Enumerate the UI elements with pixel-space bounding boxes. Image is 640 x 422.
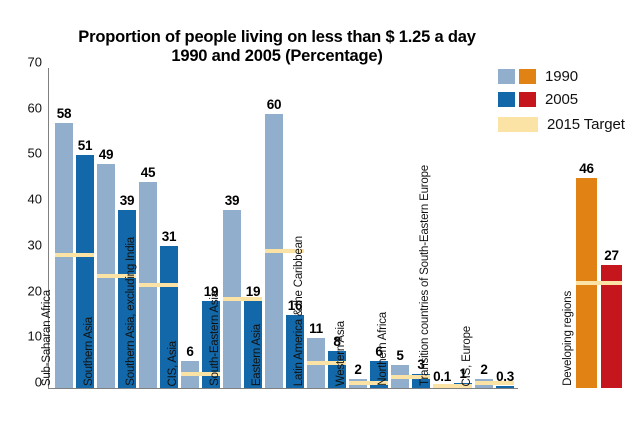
legend-item-2005: 2005 <box>498 89 638 109</box>
value-label-2005: 39 <box>119 192 135 208</box>
chart-legend: 1990 2005 2015 Target <box>498 66 638 137</box>
value-label-2005: 0.3 <box>496 369 514 384</box>
y-axis-ticks: 0 10 20 30 40 50 60 70 <box>8 55 42 390</box>
category-label: Northern Africa <box>377 312 389 386</box>
bar-2005 <box>286 314 304 388</box>
value-label-2005: 16 <box>287 297 303 313</box>
bar-group: 5 3 Northern Africa <box>377 68 430 388</box>
category-label: South-Eastern Asia <box>209 291 221 386</box>
category-label: Southern Asia <box>83 316 95 386</box>
value-label-2005: 8 <box>333 334 341 350</box>
y-axis-tick-label: 60 <box>27 100 42 116</box>
bar-group: 39 19 South-Eastern Asia <box>209 68 262 388</box>
category-label: CIS, Europe <box>461 325 473 386</box>
bar-2005 <box>118 209 136 388</box>
value-label-2005: 1 <box>459 366 467 382</box>
value-label-2005: 31 <box>161 229 177 245</box>
legend-swatch <box>519 68 536 84</box>
target-2015-line <box>576 280 622 285</box>
value-label-2005: 27 <box>604 247 619 263</box>
target-2015-line <box>391 374 430 379</box>
legend-swatch <box>498 68 515 84</box>
target-2015-line <box>433 384 472 388</box>
target-2015-line <box>307 360 346 365</box>
target-2015-line <box>349 381 388 386</box>
category-label: Transition countries of South-Eastern Eu… <box>419 165 431 386</box>
y-axis-tick-label: 0 <box>34 374 42 390</box>
bar-group: 2 6 Western Asia <box>335 68 388 388</box>
bar-2005 <box>370 360 388 388</box>
plot-area: 0 10 20 30 40 50 60 70 58 51 Sub-Saharan Africa 49… <box>28 55 622 392</box>
bar-group: 2 0.3 CIS, Europe <box>461 68 514 388</box>
value-label-2005: 6 <box>375 343 383 359</box>
bar-2005 <box>160 246 178 388</box>
bar-group: 60 16 Eastern Asia <box>251 68 304 388</box>
category-label: Latin America & the Caribbean <box>293 235 305 386</box>
value-label-2005: 19 <box>203 284 219 300</box>
y-axis-tick-label: 20 <box>27 283 42 299</box>
value-label-1990: 2 <box>480 361 488 377</box>
value-label-2005: 3 <box>417 357 425 373</box>
category-label: Eastern Asia <box>251 323 263 386</box>
value-label-1990: 5 <box>396 348 404 364</box>
bar-group: 0.1 1 Transition countries of South-Easter… <box>419 68 472 388</box>
y-axis-tick-label: 50 <box>27 145 42 161</box>
y-axis-tick-label: 40 <box>27 191 42 207</box>
value-label-1990: 2 <box>354 361 362 377</box>
target-2015-line <box>265 248 304 253</box>
target-2015-line <box>139 283 178 288</box>
value-label-1990: 45 <box>140 165 156 181</box>
y-axis-tick-label: 10 <box>27 328 42 344</box>
legend-label: 2005 <box>545 90 578 108</box>
legend-item-2015-target: 2015 Target <box>498 114 638 134</box>
bar-2005 <box>496 386 514 388</box>
y-axis-tick-label: 70 <box>27 54 42 70</box>
bar-group: 49 39 Southern Asia <box>83 68 136 388</box>
chart-title-line-2: 1990 and 2005 (Percentage) <box>171 47 383 65</box>
bar-2005 <box>244 301 262 388</box>
value-label-2005: 19 <box>245 284 261 300</box>
value-label-1990: 11 <box>309 320 323 336</box>
bar-group: 46 27 Developing regions <box>562 68 622 388</box>
category-label: CIS, Asia <box>167 340 179 387</box>
legend-label: 2015 Target <box>547 115 625 133</box>
value-label-1990: 39 <box>224 192 240 208</box>
category-label: Southern Asia, excluding India <box>125 237 137 386</box>
value-label-1990: 60 <box>266 96 282 112</box>
bar-2005 <box>328 351 346 388</box>
legend-item-1990: 1990 <box>498 66 638 86</box>
bar-group: 58 51 Sub-Saharan Africa <box>41 68 94 388</box>
category-label: Developing regions <box>562 291 574 386</box>
legend-swatch <box>519 91 536 107</box>
bar-group: 45 31 Southern Asia, excluding India <box>125 68 178 388</box>
value-label-1990: 0.1 <box>433 369 451 384</box>
legend-label: 1990 <box>545 67 578 85</box>
x-axis-line <box>48 388 518 389</box>
bar-group: 6 19 CIS, Asia <box>167 68 220 388</box>
target-2015-line <box>223 296 262 301</box>
y-axis-line <box>48 68 49 388</box>
value-label-1990: 58 <box>56 105 72 121</box>
bar-2005 <box>76 154 94 388</box>
chart-title: Proportion of people living on less than… <box>42 28 512 66</box>
target-2015-line <box>55 253 94 258</box>
value-label-1990: 49 <box>98 147 114 162</box>
category-label: Western Asia <box>335 320 347 386</box>
legend-swatch <box>498 91 515 107</box>
value-label-1990: 46 <box>579 160 594 176</box>
chart-title-line-1: Proportion of people living on less than… <box>78 28 476 46</box>
bar-2005 <box>202 301 220 388</box>
value-label-2005: 51 <box>77 137 93 153</box>
target-2015-line <box>181 372 220 377</box>
bar-group: 11 8 Latin America & the Caribbean <box>293 68 346 388</box>
target-2015-line <box>97 274 136 278</box>
legend-swatch <box>498 116 538 132</box>
value-label-1990: 6 <box>186 343 194 359</box>
category-label: Sub-Saharan Africa <box>41 289 53 386</box>
y-axis-tick-label: 30 <box>27 237 42 253</box>
target-2015-line <box>475 381 514 386</box>
bars-container: 58 51 Sub-Saharan Africa 49 39 Southern Asia 4… <box>41 68 622 388</box>
bar-2005 <box>601 264 622 388</box>
